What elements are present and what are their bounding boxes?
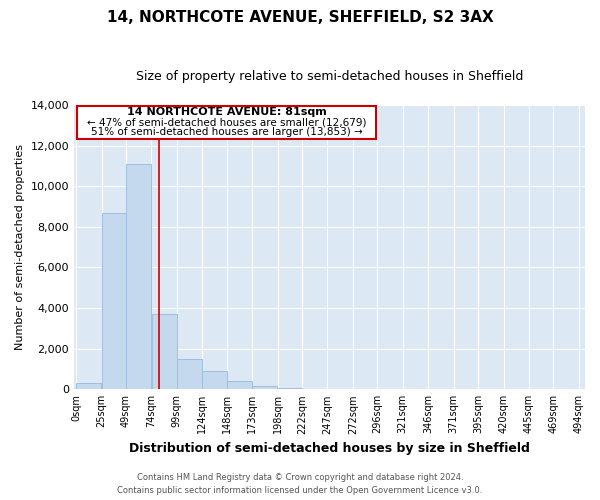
Bar bbox=[253, 386, 277, 390]
Text: ← 47% of semi-detached houses are smaller (12,679): ← 47% of semi-detached houses are smalle… bbox=[87, 118, 367, 128]
Title: Size of property relative to semi-detached houses in Sheffield: Size of property relative to semi-detach… bbox=[136, 70, 523, 83]
X-axis label: Distribution of semi-detached houses by size in Sheffield: Distribution of semi-detached houses by … bbox=[129, 442, 530, 455]
Bar bbox=[126, 164, 151, 390]
FancyBboxPatch shape bbox=[77, 106, 376, 138]
Text: 51% of semi-detached houses are larger (13,853) →: 51% of semi-detached houses are larger (… bbox=[91, 127, 362, 137]
Bar bbox=[227, 381, 252, 390]
Bar bbox=[101, 212, 126, 390]
Bar bbox=[278, 388, 302, 390]
Bar bbox=[202, 371, 227, 390]
Y-axis label: Number of semi-detached properties: Number of semi-detached properties bbox=[15, 144, 25, 350]
Text: Contains HM Land Registry data © Crown copyright and database right 2024.
Contai: Contains HM Land Registry data © Crown c… bbox=[118, 474, 482, 495]
Bar bbox=[177, 359, 202, 390]
Text: 14, NORTHCOTE AVENUE, SHEFFIELD, S2 3AX: 14, NORTHCOTE AVENUE, SHEFFIELD, S2 3AX bbox=[107, 10, 493, 25]
Bar bbox=[152, 314, 176, 390]
Text: 14 NORTHCOTE AVENUE: 81sqm: 14 NORTHCOTE AVENUE: 81sqm bbox=[127, 106, 326, 117]
Bar bbox=[76, 383, 101, 390]
